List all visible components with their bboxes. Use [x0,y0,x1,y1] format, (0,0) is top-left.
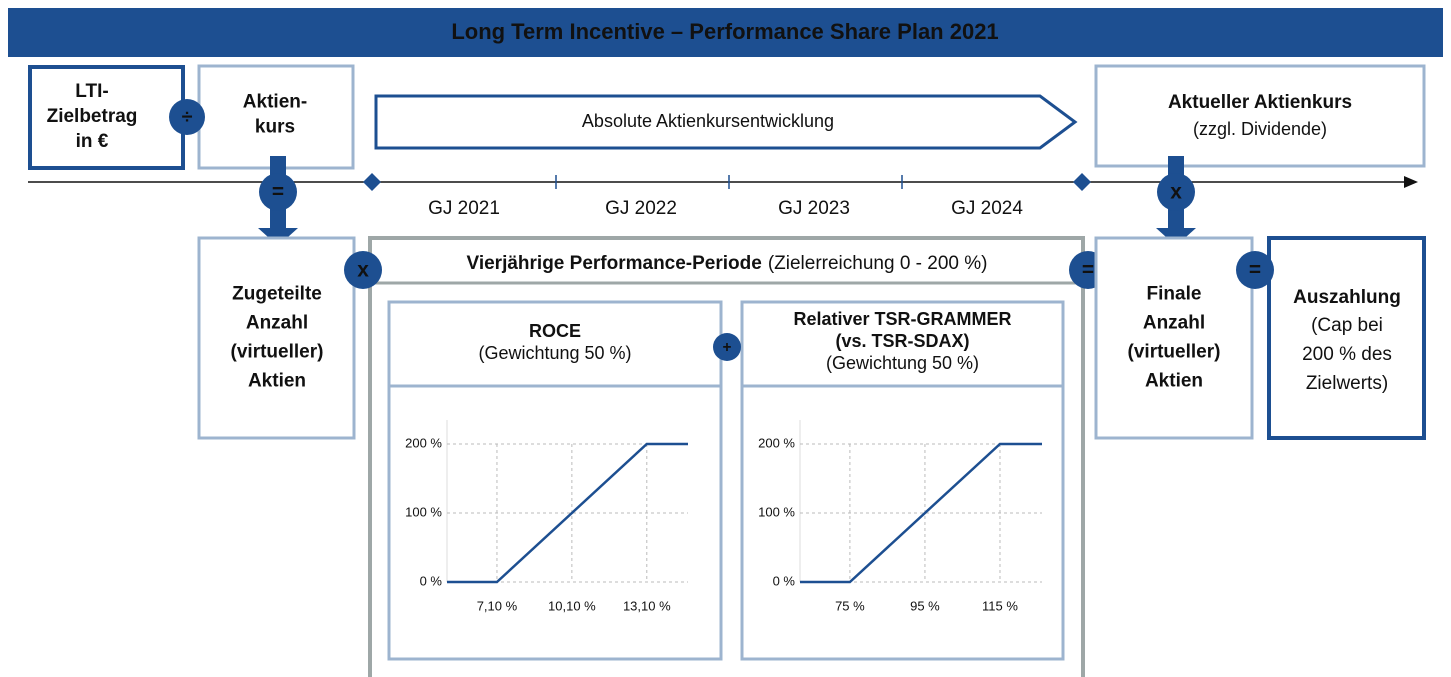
x-tick-label: 13,10 % [623,598,671,613]
year-label: GJ 2023 [778,198,850,219]
final-text: Finale [1147,284,1202,305]
kpi-weight: (Gewichtung 50 %) [478,343,631,363]
period-box [368,236,1085,677]
kpi-title: Relativer TSR-GRAMMER [793,309,1011,329]
lti-text: Zielbetrag [47,106,138,127]
lti-box [28,65,185,170]
y-tick-label: 100 % [758,504,795,519]
operator: = [1082,259,1094,282]
lti-text: LTI- [75,81,108,102]
payout-text: (Cap bei [1311,315,1383,336]
current-subtitle: (zzgl. Dividende) [1193,119,1327,139]
period-header: Vierjährige Performance-Periode (Zielerre… [467,253,988,274]
y-tick-label: 200 % [758,435,795,450]
operator-circle [344,251,382,289]
price-text: Aktien- [243,92,307,113]
year-label: GJ 2022 [605,198,677,219]
allocated-text: Zugeteilte [232,284,322,305]
payout-title: Auszahlung [1293,287,1401,308]
operator: = [1249,259,1261,282]
milestone [1073,173,1091,191]
operator: x [1170,181,1182,204]
allocated-text: Anzahl [246,313,308,334]
operator-circle [713,333,741,361]
y-tick-label: 0 % [773,573,796,588]
x-tick-label: 115 % [982,598,1018,613]
operator-circle [169,99,205,135]
year-label: GJ 2021 [428,198,500,219]
price-text: kurs [255,117,295,138]
final-text: Anzahl [1143,313,1205,334]
operator: = [272,181,284,204]
payout-text: 200 % des [1302,344,1392,365]
trend-arrow [374,94,1078,150]
operator-circle [1236,251,1274,289]
kpi-title: (vs. TSR-SDAX) [835,331,969,351]
operator-circle [1157,173,1195,211]
period-note: (Zielerreichung 0 - 200 %) [768,253,988,274]
x-tick-label: 7,10 % [477,598,518,613]
kpi-panel [387,300,723,661]
trend-label: Absolute Aktienkursentwicklung [582,111,834,131]
allocated-text: Aktien [248,371,306,392]
payout-curve [800,442,1042,584]
kpi-weight: (Gewichtung 50 %) [826,353,979,373]
current-title: Aktueller Aktienkurs [1168,92,1352,113]
final-text: Aktien [1145,371,1203,392]
year-label: GJ 2024 [951,198,1023,219]
operator: ÷ [182,106,193,128]
header-title: Long Term Incentive – Performance Share … [451,19,998,44]
operator: x [357,259,369,282]
current-box [1094,64,1426,168]
allocated-box [197,236,356,440]
kpi-panel [740,300,1065,661]
operator-circle [259,173,297,211]
header-bar [8,8,1443,57]
operator: + [723,339,732,356]
allocated-text: (virtueller) [231,342,324,363]
y-tick-label: 200 % [405,435,442,450]
x-tick-label: 95 % [910,598,940,613]
final-text: (virtueller) [1128,342,1221,363]
price-box [197,64,355,170]
final-box [1094,236,1254,440]
y-tick-label: 100 % [405,504,442,519]
y-tick-label: 0 % [420,573,443,588]
lti-text: in € [76,131,109,152]
x-tick-label: 10,10 % [548,598,596,613]
payout-text: Zielwerts) [1306,373,1388,394]
period-title: Vierjährige Performance-Periode [467,253,762,274]
milestone [363,173,381,191]
kpi-title: ROCE [529,321,581,341]
timeline-head [1404,176,1418,188]
payout-box [1267,236,1426,440]
x-tick-label: 75 % [835,598,865,613]
payout-curve [447,442,688,584]
